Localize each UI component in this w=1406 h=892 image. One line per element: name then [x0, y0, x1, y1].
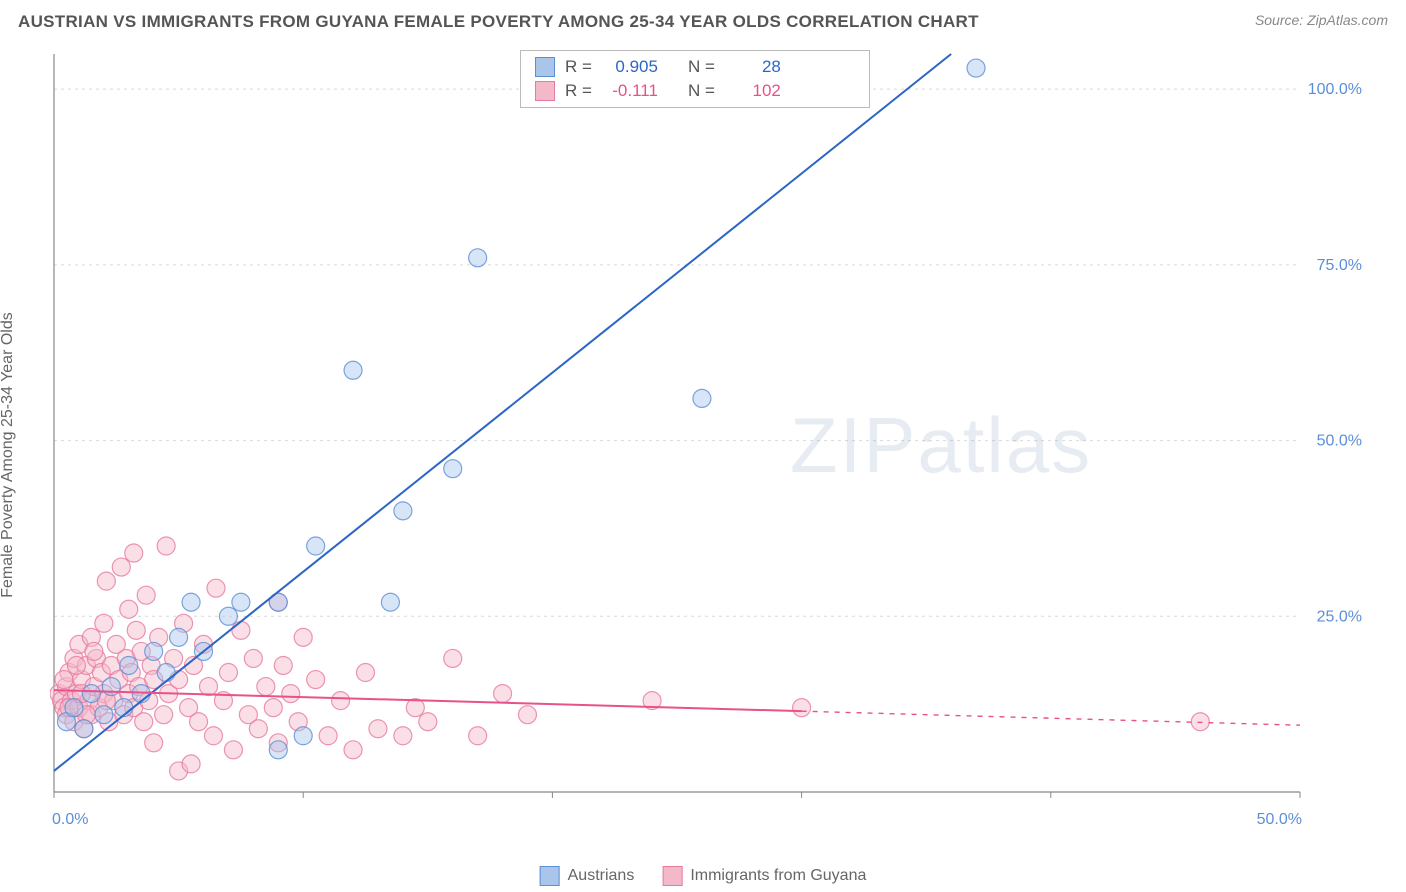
plot-area: 25.0% 50.0% 75.0% 100.0% 0.0% 50.0%: [50, 48, 1370, 828]
n-label: N =: [688, 81, 715, 101]
austrians-n-value: 28: [725, 57, 781, 77]
austrians-swatch: [535, 57, 555, 77]
guyana-swatch: [535, 81, 555, 101]
legend-label: Immigrants from Guyana: [690, 867, 866, 885]
source-label: Source: ZipAtlas.com: [1255, 12, 1388, 28]
y-axis-label: Female Poverty Among 25-34 Year Olds: [0, 312, 17, 598]
stats-row-austrians: R = 0.905 N = 28: [521, 55, 869, 79]
r-label: R =: [565, 81, 592, 101]
guyana-swatch: [662, 866, 682, 886]
legend-label: Austrians: [568, 867, 635, 885]
svg-text:50.0%: 50.0%: [1317, 433, 1362, 450]
r-label: R =: [565, 57, 592, 77]
svg-text:0.0%: 0.0%: [52, 811, 88, 828]
stats-row-guyana: R = -0.111 N = 102: [521, 79, 869, 103]
svg-text:75.0%: 75.0%: [1317, 257, 1362, 274]
bottom-legend: Austrians Immigrants from Guyana: [540, 866, 867, 886]
svg-text:25.0%: 25.0%: [1317, 608, 1362, 625]
svg-text:50.0%: 50.0%: [1257, 811, 1302, 828]
chart-svg: 25.0% 50.0% 75.0% 100.0% 0.0% 50.0%: [50, 48, 1370, 828]
svg-text:100.0%: 100.0%: [1308, 81, 1362, 98]
n-label: N =: [688, 57, 715, 77]
austrians-r-value: 0.905: [602, 57, 658, 77]
legend-item-guyana: Immigrants from Guyana: [662, 866, 866, 886]
legend-item-austrians: Austrians: [540, 866, 635, 886]
guyana-n-value: 102: [725, 81, 781, 101]
correlation-stats-box: R = 0.905 N = 28 R = -0.111 N = 102: [520, 50, 870, 108]
chart-title: AUSTRIAN VS IMMIGRANTS FROM GUYANA FEMAL…: [18, 12, 979, 32]
austrians-swatch: [540, 866, 560, 886]
guyana-r-value: -0.111: [602, 81, 658, 101]
